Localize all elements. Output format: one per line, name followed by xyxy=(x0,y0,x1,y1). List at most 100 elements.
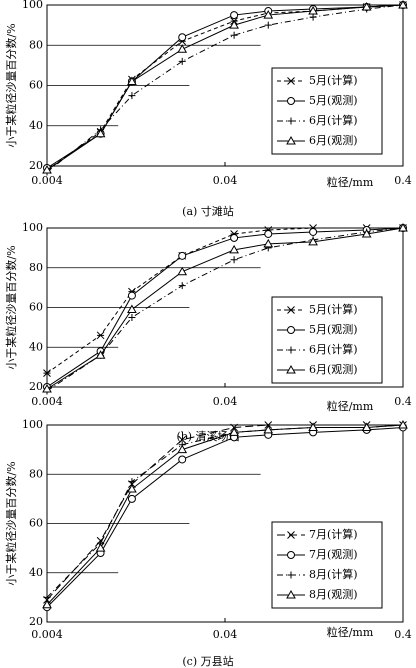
y-tick-label: 20 xyxy=(29,380,43,393)
data-point xyxy=(230,31,238,39)
y-tick-label: 20 xyxy=(29,159,43,172)
x-axis-label: 粒径/mm xyxy=(327,175,374,189)
data-point xyxy=(309,227,318,236)
data-point xyxy=(263,10,274,19)
legend-marker xyxy=(287,326,295,334)
data-point xyxy=(96,331,105,340)
y-tick-label: 80 xyxy=(29,261,43,274)
data-point xyxy=(178,435,187,444)
data-point xyxy=(128,313,136,321)
y-tick-label: 80 xyxy=(29,467,43,480)
y-tick-label: 80 xyxy=(29,38,43,51)
data-point xyxy=(361,228,372,238)
data-point xyxy=(264,229,273,238)
data-point xyxy=(229,20,239,29)
legend-label: 5月(观测) xyxy=(309,323,358,336)
data-point xyxy=(95,543,106,552)
y-axis-label: 小于某粒径沙量百分数/% xyxy=(4,461,18,585)
y-tick-label: 40 xyxy=(29,119,43,132)
y-tick-label: 20 xyxy=(29,615,43,628)
data-point xyxy=(127,484,137,493)
legend-label: 6月(计算) xyxy=(309,113,358,127)
legend-marker xyxy=(286,135,296,145)
data-point xyxy=(178,455,187,464)
legend-label: 8月(计算) xyxy=(309,567,358,581)
data-point xyxy=(398,0,408,9)
data-point xyxy=(398,419,408,429)
legend-label: 8月(观测) xyxy=(309,588,358,601)
y-tick-label: 100 xyxy=(22,221,43,234)
data-point xyxy=(178,282,186,290)
x-tick-label: 0.004 xyxy=(31,628,63,641)
data-point xyxy=(308,422,318,431)
legend-marker xyxy=(287,97,295,105)
legend-marker xyxy=(287,346,295,354)
data-point xyxy=(230,11,239,20)
data-point xyxy=(229,427,239,436)
data-point xyxy=(229,244,239,254)
x-tick-label: 0.04 xyxy=(213,628,238,641)
data-point xyxy=(361,2,372,11)
legend-marker xyxy=(287,117,295,125)
legend-marker xyxy=(286,364,296,374)
data-point xyxy=(43,369,51,377)
data-point xyxy=(309,13,317,21)
legend-marker xyxy=(287,306,295,314)
legend-label: 5月(计算) xyxy=(309,302,358,316)
series-line xyxy=(46,4,404,173)
data-point xyxy=(127,494,136,503)
data-point xyxy=(308,6,318,15)
data-point xyxy=(127,291,136,300)
data-point xyxy=(361,422,372,431)
data-point xyxy=(42,599,52,609)
data-point xyxy=(230,256,238,264)
legend: 5月(计算) 5月(观测) 6月(计算) 6月(观测) xyxy=(271,296,383,384)
x-tick-label: 0.4 xyxy=(394,628,412,641)
data-point xyxy=(230,233,239,242)
data-point xyxy=(308,236,318,246)
legend-label: 7月(计算) xyxy=(309,527,358,541)
legend-marker xyxy=(287,571,295,579)
plot-frame xyxy=(46,4,404,167)
data-point xyxy=(42,165,52,174)
legend-marker xyxy=(287,551,295,559)
y-tick-label: 100 xyxy=(22,418,43,431)
x-tick-label: 0.004 xyxy=(31,174,63,187)
legend-marker xyxy=(287,531,295,539)
y-tick-label: 60 xyxy=(29,79,43,92)
data-point xyxy=(178,57,186,65)
legend-marker xyxy=(286,589,296,599)
legend-label: 5月(观测) xyxy=(309,94,358,107)
data-point xyxy=(95,128,106,138)
data-point xyxy=(95,350,106,359)
legend-label: 6月(观测) xyxy=(309,363,358,376)
y-tick-label: 60 xyxy=(29,301,43,314)
data-point xyxy=(263,424,274,434)
data-point xyxy=(128,92,136,100)
data-point xyxy=(398,222,408,232)
data-point xyxy=(127,304,137,313)
legend-label: 6月(观测) xyxy=(309,134,358,147)
x-tick-label: 0.04 xyxy=(213,174,238,187)
data-point xyxy=(177,444,188,454)
y-tick-label: 60 xyxy=(29,517,43,530)
data-point xyxy=(42,383,52,393)
data-point xyxy=(127,76,137,85)
x-tick-label: 0.4 xyxy=(394,395,412,408)
plot-frame xyxy=(46,424,404,623)
legend: 5月(计算) 5月(观测) 6月(计算) 6月(观测) xyxy=(271,67,383,155)
data-point xyxy=(263,238,274,248)
y-axis-label: 小于某粒径沙量百分数/% xyxy=(4,23,18,147)
data-point xyxy=(178,251,187,260)
y-tick-label: 40 xyxy=(29,340,43,353)
x-tick-label: 0.004 xyxy=(31,395,63,408)
y-tick-label: 40 xyxy=(29,566,43,579)
legend-marker xyxy=(287,77,295,85)
data-point xyxy=(177,44,188,53)
data-point xyxy=(177,266,188,276)
data-point xyxy=(264,21,272,29)
plot-frame xyxy=(46,227,404,388)
y-tick-label: 100 xyxy=(22,0,43,11)
caption: (b) 清溪场站 xyxy=(176,429,239,443)
